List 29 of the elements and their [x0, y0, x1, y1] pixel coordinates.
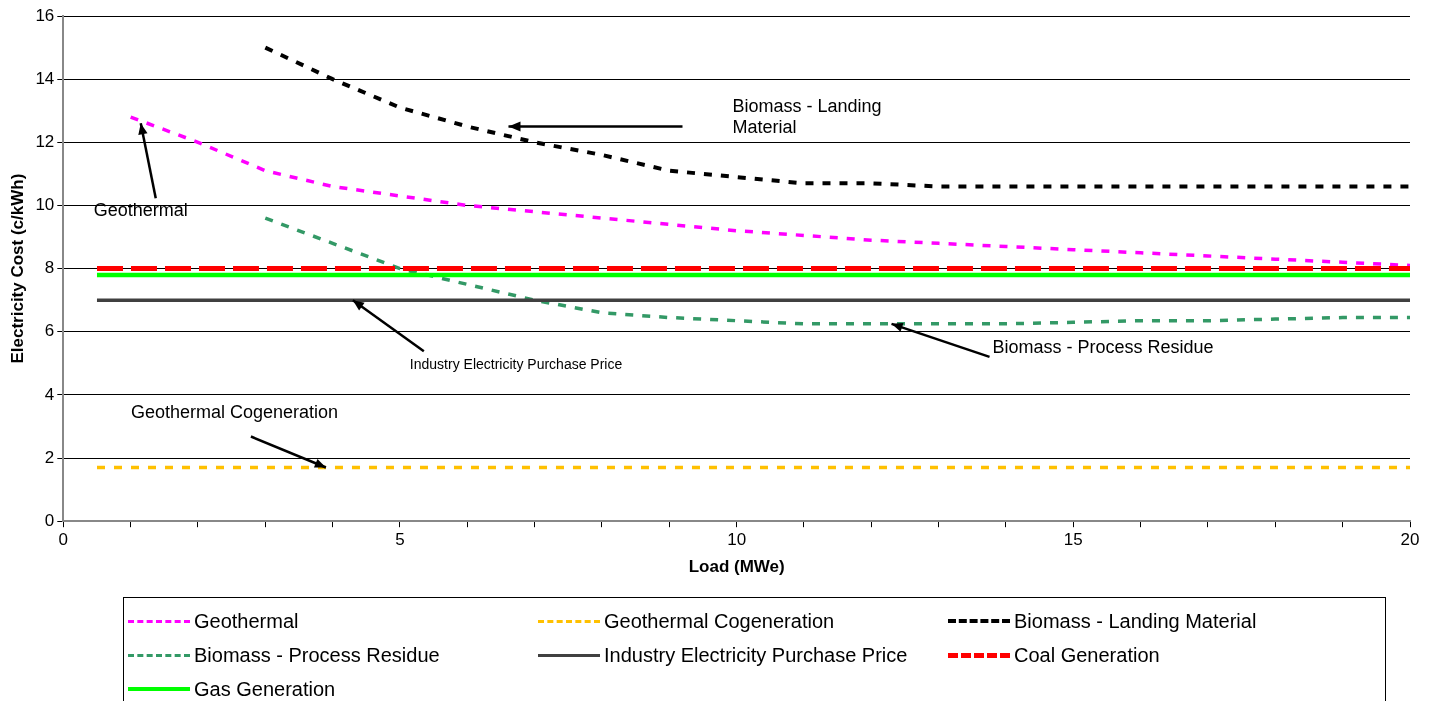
x-tick-label: 10 [727, 530, 747, 550]
legend-label: Biomass - Process Residue [194, 643, 440, 667]
legend-label: Gas Generation [194, 677, 336, 701]
annotation: Biomass - Landing Material [732, 96, 882, 138]
y-tick-label: 6 [44, 321, 55, 341]
legend-label: Coal Generation [1014, 643, 1160, 667]
line-series [263, 216, 1410, 326]
y-tick-label: 4 [44, 384, 55, 404]
y-tick-label: 12 [35, 131, 55, 151]
legend-label: Geothermal Cogeneration [604, 609, 835, 633]
annotation: Biomass - Process Residue [992, 336, 1214, 357]
legend-label: Geothermal [194, 609, 299, 633]
x-tick-label: 0 [58, 530, 69, 550]
annotation: Industry Electricity Purchase Price [409, 356, 623, 373]
x-tick-label: 5 [395, 530, 405, 550]
y-tick-label: 8 [44, 258, 55, 278]
legend-label: Industry Electricity Purchase Price [604, 643, 908, 667]
x-tick-label: 20 [1400, 530, 1420, 550]
y-axis-title: Electricity Cost (c/kWh) [7, 173, 27, 364]
y-tick-label: 14 [35, 68, 55, 88]
x-axis-title: Load (MWe) [688, 557, 785, 577]
annotation: Geothermal [93, 200, 188, 221]
y-tick-label: 2 [44, 447, 55, 467]
y-tick-label: 10 [35, 195, 55, 215]
y-tick-label: 16 [35, 5, 55, 25]
y-tick-label: 0 [44, 510, 55, 530]
x-tick-label: 15 [1063, 530, 1083, 550]
legend-label: Biomass - Landing Material [1014, 609, 1257, 633]
annotation: Geothermal Cogeneration [130, 402, 339, 423]
